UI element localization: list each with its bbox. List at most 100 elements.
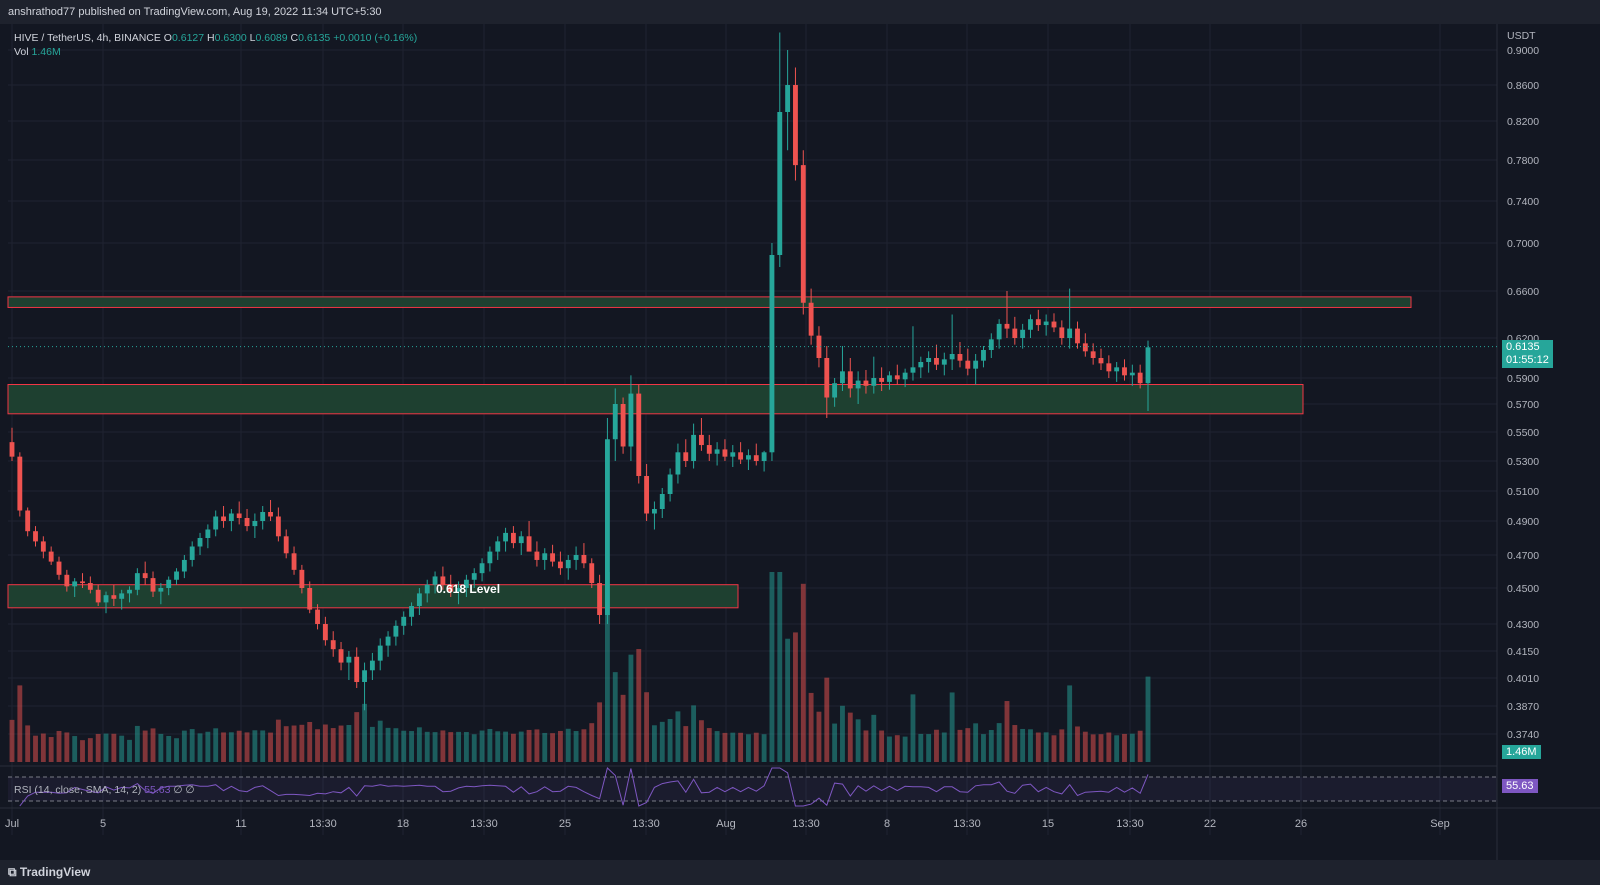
volume-bar [401,730,407,762]
volume-bar [1067,685,1073,762]
volume-bar [17,685,23,762]
candle-body [1122,367,1127,376]
level-annotation: 0.618 Level [436,582,500,596]
candle-body [95,589,101,603]
volume-bar [526,729,532,762]
candle-body [181,559,187,572]
candle-body [385,636,391,646]
vol-value: 1.46M [31,46,61,58]
candle-body [424,584,430,594]
volume-bar [604,572,610,762]
volume-bar [432,732,438,762]
volume-bar [377,720,383,762]
candle-body [197,538,203,547]
candle-body [683,452,689,461]
candle-body [667,474,673,494]
volume-bar [1035,732,1041,762]
volume-bar [119,735,125,762]
volume-bar [934,729,939,762]
candle-body [322,624,328,641]
candle-body [487,551,493,564]
candle-body [785,85,791,112]
candle-body [730,452,736,457]
time-tick-label: 13:30 [1116,818,1144,830]
time-tick-label: 13:30 [470,818,498,830]
volume-bar [510,733,516,762]
candle-body [432,576,438,585]
volume-bar [651,725,657,762]
tradingview-logo[interactable]: ⧉ TradingView [8,865,91,879]
candle-body [64,574,70,587]
candle-body [620,404,626,447]
last-price: 0.6135 [1506,341,1540,353]
candle-body [1028,319,1033,330]
candle-body [651,509,657,514]
support-resistance-zone [7,296,1412,308]
candle-body [463,579,469,588]
volume-bar [949,692,955,762]
candle-body [800,165,806,303]
volume-bar [871,714,877,762]
volume-bar [440,730,446,762]
symbol-label[interactable]: HIVE / TetherUS, 4h, BINANCE [14,32,161,44]
time-tick-label: 8 [884,818,890,830]
candle-body [981,350,986,361]
change-value: +0.0010 (+0.16%) [333,32,418,44]
candle-body [879,378,885,382]
time-tick-label: 13:30 [792,818,820,830]
candle-body [456,588,461,592]
volume-bar [699,720,704,762]
candle-body [793,85,798,166]
candle-body [824,358,830,398]
volume-bar [424,731,430,762]
candle-body [526,536,532,552]
time-tick-label: 15 [1042,818,1054,830]
volume-bar [87,738,93,762]
time-tick-label: 11 [235,818,246,830]
volume-bar [785,638,791,762]
candle-body [354,656,360,682]
candle-body [871,378,877,386]
candle-body [134,573,140,590]
rsi-value: 55.63 [144,784,171,796]
volume-bar [636,649,642,762]
candle-body [1075,328,1080,344]
candle-body [934,358,939,365]
candle-body [550,553,556,562]
candle-body [103,595,109,603]
volume-bar [887,736,892,762]
candle-body [628,393,634,447]
time-tick-label: 5 [100,818,106,830]
candle-body [832,383,838,398]
time-tick-label: 13:30 [632,818,660,830]
candle-body [299,569,305,588]
volume-bar [706,728,712,762]
candle-body [1082,343,1088,352]
volume-bar [840,705,845,762]
time-tick-label: 25 [559,818,571,830]
candle-body [636,393,642,476]
volume-bar [150,728,156,762]
rsi-label[interactable]: RSI (14, close, SMA, 14, 2) [14,784,142,796]
volume-bar [409,731,414,762]
volume-bar [291,725,297,762]
volume-bar [965,728,971,762]
volume-bar [362,703,367,762]
candle-body [307,588,313,610]
candle-body [369,660,375,671]
price-tick-label: 0.8600 [1507,80,1539,92]
volume-bar [855,719,861,762]
candle-body [761,452,767,461]
price-tick-label: 0.5500 [1507,427,1539,439]
publisher-text: anshrathod77 published on TradingView.co… [8,6,382,18]
volume-bar [64,732,70,762]
candle-body [534,551,540,560]
candle-body [228,513,234,521]
volume-legend: Vol 1.46M [14,46,61,58]
candle-body [1090,351,1096,358]
volume-bar [354,712,360,762]
candle-body [589,563,595,584]
volume-bar [746,734,751,762]
candle-body [816,335,822,358]
